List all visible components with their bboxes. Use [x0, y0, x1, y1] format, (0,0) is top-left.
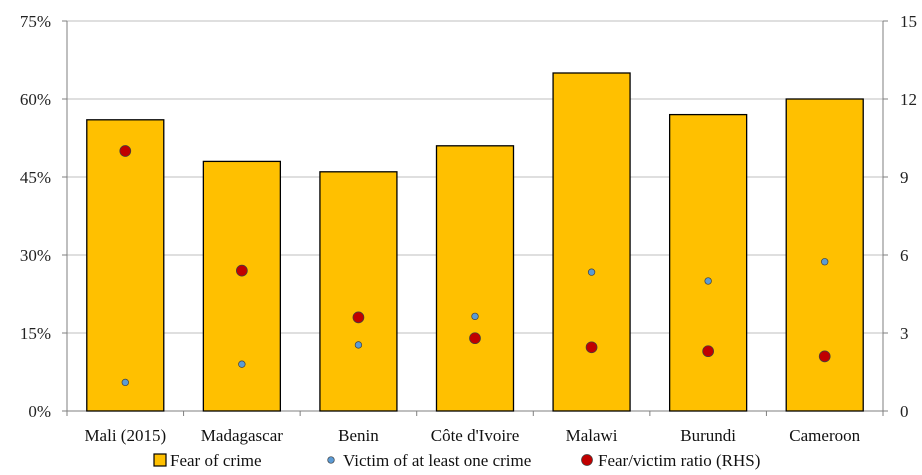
y-right-tick-label: 9 — [900, 168, 909, 187]
y-right-tick-label: 15 — [900, 12, 917, 31]
point-fear-victim-ratio — [236, 264, 248, 277]
legend-swatch-fear-of-crime — [153, 453, 167, 467]
bar-fear-of-crime — [319, 171, 398, 412]
bar-fear-of-crime — [785, 98, 864, 412]
bar-fear-of-crime — [552, 72, 631, 412]
legend-label-fear-of-crime: Fear of crime — [170, 451, 262, 470]
point-fear-victim-ratio — [818, 350, 831, 363]
point-victim-of-crime — [121, 378, 129, 387]
point-victim-of-crime — [704, 277, 712, 285]
x-tick-label: Benin — [338, 426, 379, 445]
x-tick-label: Madagascar — [201, 426, 283, 445]
x-tick-label: Burundi — [680, 426, 736, 445]
y-right-tick-label: 3 — [900, 324, 909, 343]
legend-swatch-victim — [327, 456, 335, 464]
point-fear-victim-ratio — [702, 345, 714, 358]
point-victim-of-crime — [354, 341, 363, 349]
x-tick-label: Côte d'Ivoire — [431, 426, 520, 445]
y-right-tick-label: 12 — [900, 90, 917, 109]
point-fear-victim-ratio — [119, 145, 132, 157]
x-tick-label: Malawi — [566, 426, 618, 445]
point-victim-of-crime — [471, 312, 479, 321]
legend-swatch-ratio — [581, 454, 593, 466]
point-victim-of-crime — [238, 360, 246, 368]
y-left-tick-label: 60% — [20, 90, 51, 109]
point-fear-victim-ratio — [469, 332, 481, 345]
bar-fear-of-crime — [668, 113, 748, 412]
point-victim-of-crime — [587, 268, 596, 276]
y-left-tick-label: 75% — [20, 12, 51, 31]
y-right-tick-label: 6 — [900, 246, 909, 265]
point-fear-victim-ratio — [585, 341, 598, 354]
bar-fear-of-crime — [435, 145, 515, 412]
y-left-tick-label: 0% — [28, 402, 51, 421]
point-victim-of-crime — [821, 258, 829, 266]
x-tick-label: Mali (2015) — [84, 426, 166, 445]
legend-label-ratio: Fear/victim ratio (RHS) — [598, 451, 760, 470]
y-left-tick-label: 45% — [20, 168, 51, 187]
legend-label-victim: Victim of at least one crime — [343, 451, 531, 470]
bar-fear-of-crime — [86, 119, 165, 412]
y-left-tick-label: 15% — [20, 324, 51, 343]
bar-fear-of-crime — [202, 160, 282, 412]
y-left-tick-label: 30% — [20, 246, 51, 265]
point-fear-victim-ratio — [352, 311, 365, 324]
y-right-tick-label: 0 — [900, 402, 909, 421]
x-tick-label: Cameroon — [789, 426, 860, 445]
